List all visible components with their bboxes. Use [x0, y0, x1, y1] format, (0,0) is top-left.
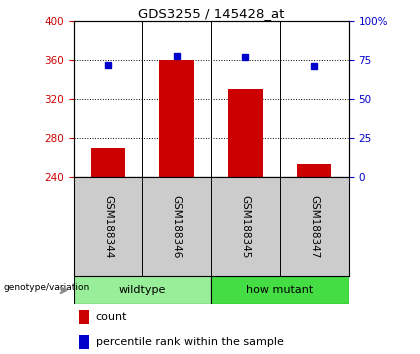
Bar: [160, 60, 194, 177]
Text: GSM188345: GSM188345: [240, 195, 250, 258]
Title: GDS3255 / 145428_at: GDS3255 / 145428_at: [138, 7, 284, 20]
Text: genotype/variation: genotype/variation: [4, 283, 90, 292]
Bar: [74, 276, 211, 304]
Bar: [91, 148, 125, 177]
Text: percentile rank within the sample: percentile rank within the sample: [95, 337, 284, 347]
Bar: [79, 310, 89, 324]
Text: wildtype: wildtype: [118, 285, 166, 295]
Text: GSM188344: GSM188344: [103, 195, 113, 258]
Text: how mutant: how mutant: [246, 285, 313, 295]
Text: count: count: [95, 312, 127, 322]
Text: GSM188346: GSM188346: [172, 195, 182, 258]
Bar: [297, 164, 331, 177]
Bar: [228, 89, 262, 177]
Bar: [79, 335, 89, 349]
Text: GSM188347: GSM188347: [309, 195, 319, 258]
Bar: [211, 276, 349, 304]
